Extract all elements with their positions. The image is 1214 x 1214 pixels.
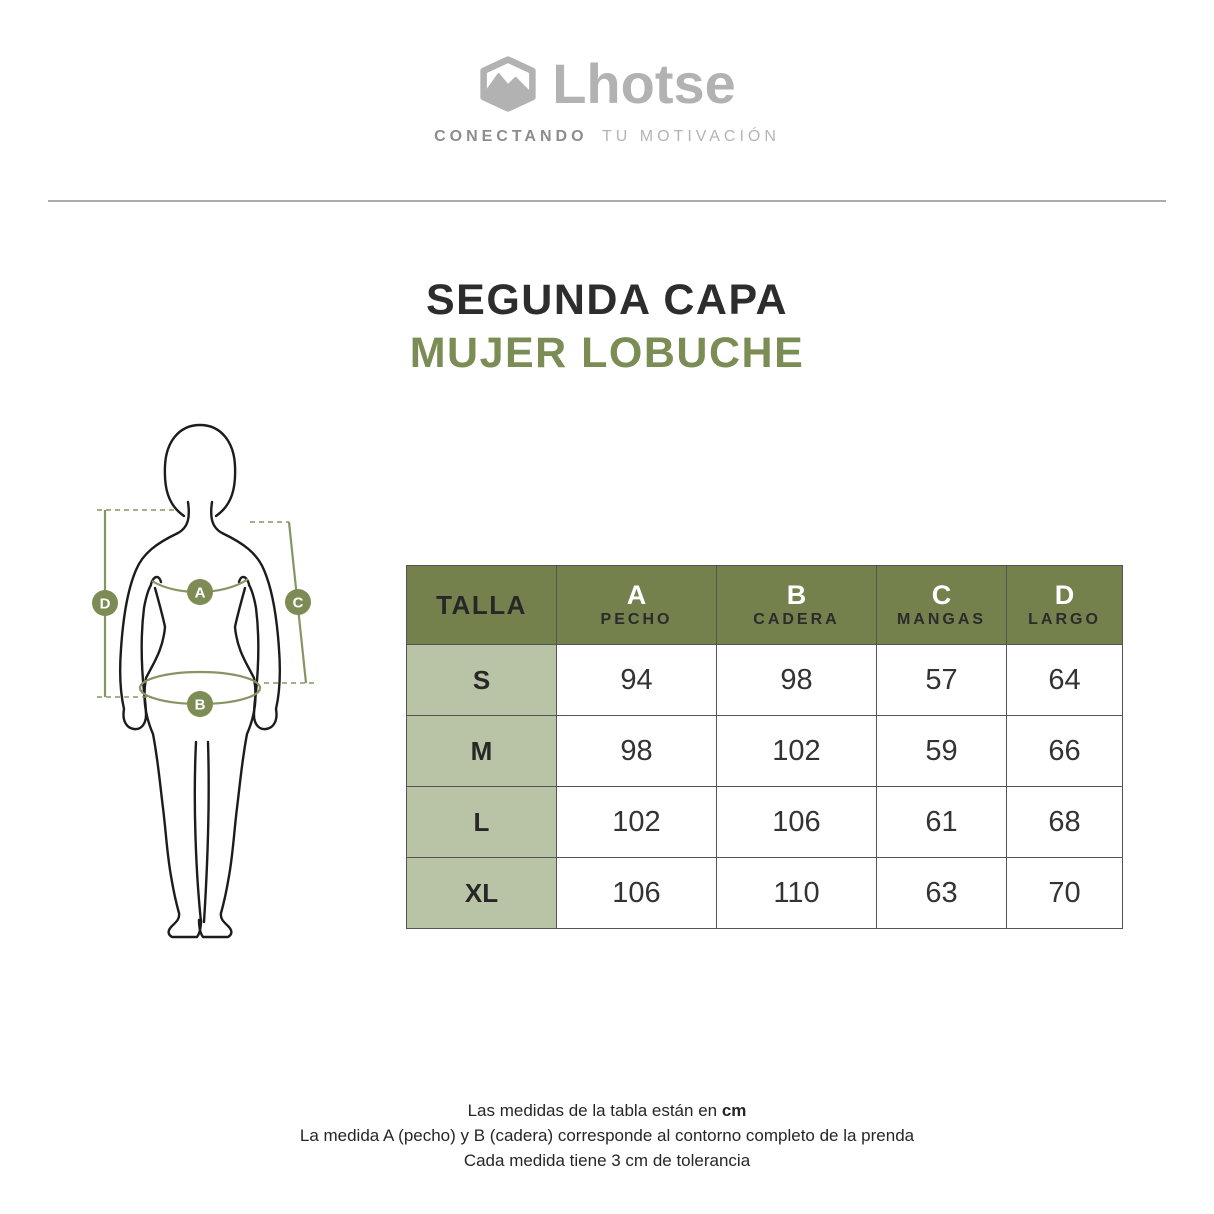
marker-letter-b: B: [195, 697, 206, 714]
tagline-bold: CONECTANDO: [434, 128, 588, 145]
brand-tagline: CONECTANDO TU MOTIVACIÓN: [0, 128, 1214, 146]
header-cell-mangas: C MANGAS: [876, 565, 1007, 645]
table-row: XL 106 110 63 70: [406, 857, 1123, 929]
value-cell: 68: [1006, 786, 1123, 858]
value-cell: 98: [556, 715, 717, 787]
mountain-badge-icon: [480, 56, 536, 112]
brand-header: Lhotse CONECTANDO TU MOTIVACIÓN: [0, 56, 1214, 146]
size-cell-xl: XL: [406, 857, 557, 929]
value-cell: 106: [556, 857, 717, 929]
value-cell: 61: [876, 786, 1007, 858]
title-product: MUJER LOBUCHE: [409, 329, 805, 377]
header-letter-c: C: [931, 580, 952, 610]
value-cell: 66: [1006, 715, 1123, 787]
value-cell: 98: [716, 644, 877, 716]
note-line-tolerancia: Cada medida tiene 3 cm de tolerancia: [463, 1151, 751, 1170]
marker-badge-d: D: [92, 590, 118, 616]
header-cell-cadera: B CADERA: [716, 565, 877, 645]
brand-logo: Lhotse: [0, 56, 1214, 112]
value-cell: 106: [716, 786, 877, 858]
value-cell: 57: [876, 644, 1007, 716]
table-row: L 102 106 61 68: [406, 786, 1123, 858]
value-cell: 102: [556, 786, 717, 858]
marker-letter-d: D: [100, 596, 111, 613]
table-header-row: TALLA A PECHO B CADERA C MANGAS D LARGO: [406, 565, 1123, 645]
table-row: S 94 98 57 64: [406, 644, 1123, 716]
value-cell: 59: [876, 715, 1007, 787]
marker-badge-b: B: [187, 691, 213, 717]
header-cell-pecho: A PECHO: [556, 565, 717, 645]
marker-letter-a: A: [195, 585, 206, 602]
size-cell-s: S: [406, 644, 557, 716]
header-letter-b: B: [786, 580, 807, 610]
header-label-mangas: MANGAS: [896, 611, 987, 628]
header-divider: [48, 200, 1166, 202]
header-letter-a: A: [626, 580, 647, 610]
header-cell-talla: TALLA: [406, 565, 557, 645]
note-line-contorno: La medida A (pecho) y B (cadera) corresp…: [299, 1126, 915, 1145]
measure-guide-dashes: [97, 509, 317, 698]
marker-badge-c: C: [285, 589, 311, 615]
value-cell: 110: [716, 857, 877, 929]
note-units-text: Las medidas de la tabla están en: [467, 1101, 722, 1120]
header-cell-largo: D LARGO: [1006, 565, 1123, 645]
marker-letter-c: C: [293, 595, 304, 612]
header-label-cadera: CADERA: [753, 611, 840, 628]
size-table: TALLA A PECHO B CADERA C MANGAS D LARGO: [406, 565, 1123, 929]
tagline-light: TU MOTIVACIÓN: [602, 128, 780, 145]
title-category: SEGUNDA CAPA: [425, 276, 789, 324]
measurement-lines: [97, 509, 317, 706]
size-cell-m: M: [406, 715, 557, 787]
measurement-figure: A B C D: [92, 423, 317, 939]
page-title: SEGUNDA CAPA MUJER LOBUCHE: [0, 274, 1214, 380]
header-label-largo: LARGO: [1028, 611, 1101, 628]
header-label-pecho: PECHO: [600, 611, 673, 628]
table-row: M 98 102 59 66: [406, 715, 1123, 787]
measurement-notes: Las medidas de la tabla están en cm La m…: [0, 1098, 1214, 1173]
value-cell: 102: [716, 715, 877, 787]
marker-badge-a: A: [187, 579, 213, 605]
value-cell: 94: [556, 644, 717, 716]
note-units-cm: cm: [721, 1101, 747, 1120]
header-letter-d: D: [1054, 580, 1075, 610]
value-cell: 70: [1006, 857, 1123, 929]
value-cell: 64: [1006, 644, 1123, 716]
brand-name: Lhotse: [552, 52, 736, 115]
note-line-units: Las medidas de la tabla están en cm: [0, 1098, 1214, 1123]
size-cell-l: L: [406, 786, 557, 858]
value-cell: 63: [876, 857, 1007, 929]
